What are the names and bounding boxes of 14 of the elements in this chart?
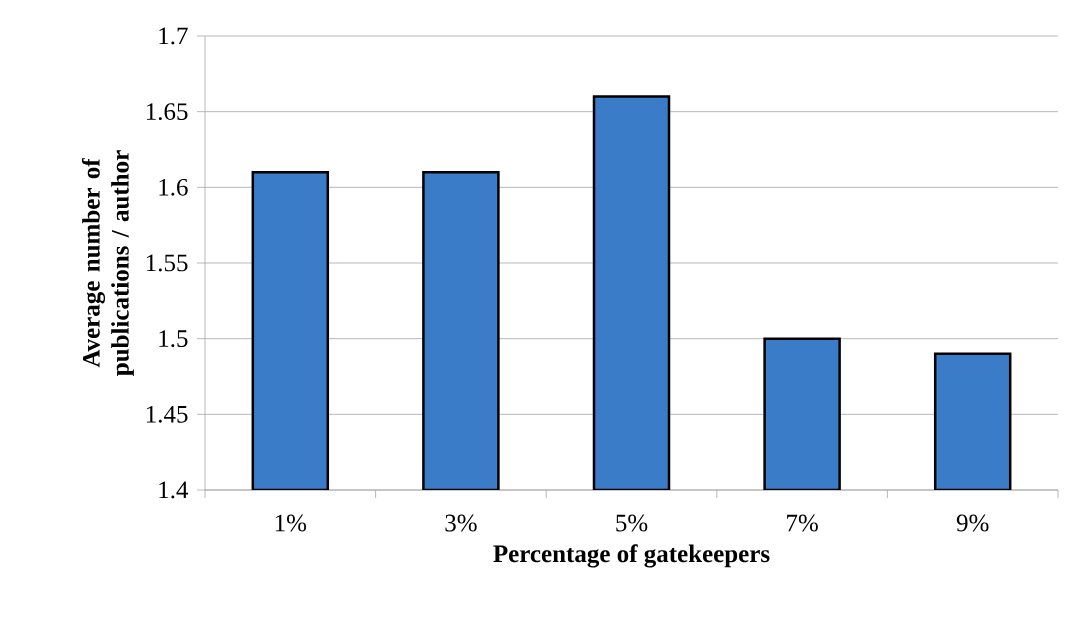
x-axis-title: Percentage of gatekeepers xyxy=(493,544,770,568)
x-tick-label: 7% xyxy=(787,514,818,532)
y-tick-label: 1.6 xyxy=(159,178,188,196)
x-tick-label: 9% xyxy=(956,514,989,532)
y-tick-label: 1.45 xyxy=(146,405,188,423)
y-tick-label: 1.65 xyxy=(146,103,188,121)
x-tick-label: 5% xyxy=(616,514,648,532)
x-tick-label: 3% xyxy=(445,514,477,532)
y-axis-title: Average number of publications / author xyxy=(81,150,134,376)
y-tick-label: 1.55 xyxy=(146,254,188,272)
y-tick-label: 1.4 xyxy=(159,481,189,499)
y-tick-label: 1.7 xyxy=(159,27,188,45)
y-tick-label: 1.5 xyxy=(159,330,188,348)
x-tick-label: 1% xyxy=(275,514,307,532)
